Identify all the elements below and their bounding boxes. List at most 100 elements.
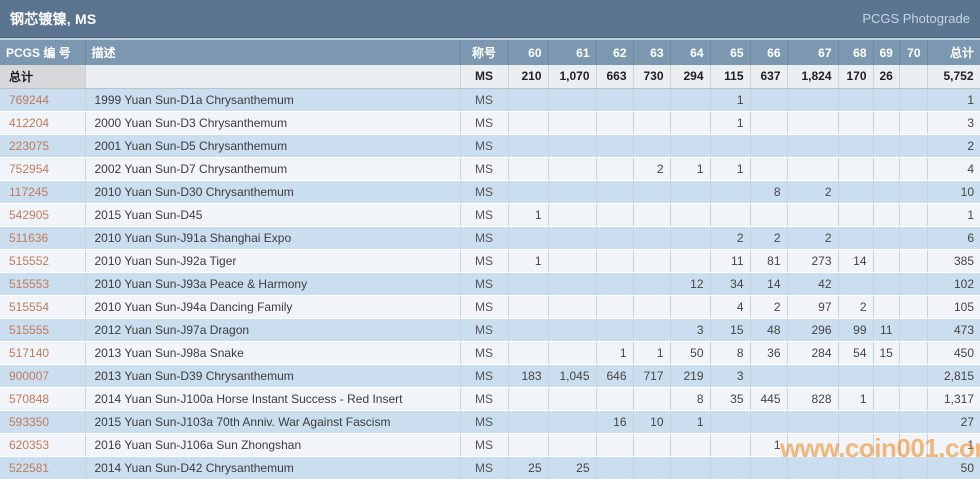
description-cell: 2000 Yuan Sun-D3 Chrysanthemum: [85, 111, 461, 135]
grade-60-cell: 183: [508, 364, 549, 388]
photograde-link[interactable]: PCGS Photograde: [862, 11, 970, 26]
table-row: 900007 2013 Yuan Sun-D39 Chrysanthemum MS 1…: [0, 364, 980, 388]
pcgs-link[interactable]: 511636: [9, 230, 49, 245]
grade-60-cell: 1: [508, 249, 549, 273]
grade-63-cell: [633, 318, 671, 342]
grade-69-cell: [873, 180, 900, 204]
column-header-8: 65: [710, 40, 751, 65]
grade-61-cell: [548, 226, 597, 250]
designation-cell: MS: [460, 295, 509, 319]
grade-68-cell: [838, 364, 874, 388]
grade-70-cell: [899, 249, 928, 273]
designation-cell: MS: [460, 157, 509, 181]
grade-66-cell: 2: [750, 295, 788, 319]
totals-grade-60-cell: 210: [508, 65, 549, 89]
pcgs-link[interactable]: 570848: [9, 391, 50, 406]
pcgs-number-cell: 412204: [0, 111, 86, 135]
row-total-cell: 10: [927, 180, 980, 204]
grade-66-cell: 81: [750, 249, 788, 273]
description-cell: 2012 Yuan Sun-J97a Dragon: [85, 318, 461, 342]
page-title: 钢芯镀镍, MS: [10, 10, 97, 27]
description-cell: 2014 Yuan Sun-D42 Chrysanthemum: [85, 456, 461, 480]
grade-68-cell: [838, 226, 874, 250]
grade-63-cell: [633, 88, 671, 112]
totals-grade-61-cell: 1,070: [548, 65, 597, 89]
pcgs-number-cell: 542905: [0, 203, 86, 227]
grade-60-cell: [508, 180, 549, 204]
grade-64-cell: [670, 203, 711, 227]
grade-65-cell: [710, 433, 751, 457]
coin-description: 2002 Yuan Sun-D7 Chrysanthemum: [94, 161, 288, 176]
grade-60-cell: [508, 111, 549, 135]
pcgs-number-cell: 511636: [0, 226, 86, 250]
coin-description: 1999 Yuan Sun-D1a Chrysanthemum: [94, 92, 294, 107]
pcgs-link[interactable]: 515554: [9, 299, 50, 314]
table-row: 117245 2010 Yuan Sun-D30 Chrysanthemum MS 8…: [0, 180, 980, 204]
pcgs-link[interactable]: 515553: [9, 276, 50, 291]
grade-64-cell: 3: [670, 318, 711, 342]
grade-67-cell: [787, 88, 839, 112]
pcgs-link[interactable]: 522581: [9, 460, 50, 475]
table-body: 总计 MS 210 1,070 663 730 294 115 637 1,824 170 26 5,7…: [0, 65, 980, 480]
grade-62-cell: [596, 456, 634, 480]
grade-68-cell: [838, 134, 874, 158]
grade-67-cell: [787, 410, 839, 434]
grade-62-cell: [596, 387, 634, 411]
pcgs-link[interactable]: 752954: [9, 161, 50, 176]
totals-grade-62-cell: 663: [596, 65, 634, 89]
totals-grade-68-cell: 170: [838, 65, 874, 89]
coin-description: 2016 Yuan Sun-J106a Sun Zhongshan: [94, 437, 302, 452]
grade-63-cell: 717: [633, 364, 671, 388]
grade-70-cell: [899, 387, 928, 411]
grade-65-cell: 1: [710, 88, 751, 112]
description-cell: 2001 Yuan Sun-D5 Chrysanthemum: [85, 134, 461, 158]
grade-65-cell: [710, 203, 751, 227]
grade-63-cell: [633, 134, 671, 158]
grade-69-cell: [873, 410, 900, 434]
description-cell: 2010 Yuan Sun-D30 Chrysanthemum: [85, 180, 461, 204]
grade-61-cell: [548, 249, 597, 273]
pcgs-link[interactable]: 517140: [9, 345, 50, 360]
pcgs-link[interactable]: 412204: [9, 115, 50, 130]
grade-70-cell: [899, 456, 928, 480]
grade-63-cell: [633, 249, 671, 273]
column-header-7: 64: [670, 40, 711, 65]
designation-cell: MS: [460, 111, 509, 135]
row-total-cell: 2: [927, 134, 980, 158]
pcgs-link[interactable]: 117245: [9, 184, 49, 199]
grade-68-cell: [838, 180, 874, 204]
table-row: 522581 2014 Yuan Sun-D42 Chrysanthemum MS 2…: [0, 456, 980, 480]
pcgs-link[interactable]: 515555: [9, 322, 50, 337]
grade-63-cell: [633, 272, 671, 296]
pcgs-link[interactable]: 769244: [9, 92, 50, 107]
pcgs-link[interactable]: 620353: [9, 437, 50, 452]
grade-63-cell: [633, 456, 671, 480]
coin-description: 2010 Yuan Sun-J91a Shanghai Expo: [94, 230, 292, 245]
pcgs-link[interactable]: 223075: [9, 138, 50, 153]
description-cell: 2002 Yuan Sun-D7 Chrysanthemum: [85, 157, 461, 181]
pcgs-link[interactable]: 515552: [9, 253, 50, 268]
grade-67-cell: [787, 157, 839, 181]
table-row: 769244 1999 Yuan Sun-D1a Chrysanthemum MS 1…: [0, 88, 980, 112]
description-cell: 2014 Yuan Sun-J100a Horse Instant Succes…: [85, 387, 461, 411]
table-row: 542905 2015 Yuan Sun-D45 MS 1 1: [0, 203, 980, 227]
grade-63-cell: [633, 433, 671, 457]
column-header-10: 67: [787, 40, 839, 65]
grade-65-cell: 11: [710, 249, 751, 273]
grade-62-cell: [596, 318, 634, 342]
row-total-cell: 1: [927, 433, 980, 457]
pcgs-link[interactable]: 900007: [9, 368, 50, 383]
designation-cell: MS: [460, 88, 509, 112]
coin-description: 2001 Yuan Sun-D5 Chrysanthemum: [94, 138, 288, 153]
table-row: 515553 2010 Yuan Sun-J93a Peace & Harmony…: [0, 272, 980, 296]
coin-description: 2013 Yuan Sun-D39 Chrysanthemum: [94, 368, 294, 383]
pcgs-link[interactable]: 593350: [9, 414, 50, 429]
pcgs-link[interactable]: 542905: [9, 207, 50, 222]
title-bar: 钢芯镀镍, MS PCGS Photograde: [0, 0, 980, 38]
grade-66-cell: [750, 111, 788, 135]
grade-68-cell: [838, 456, 874, 480]
grade-64-cell: [670, 180, 711, 204]
grade-61-cell: 1,045: [548, 364, 597, 388]
designation-cell: MS: [460, 134, 509, 158]
grade-69-cell: [873, 433, 900, 457]
